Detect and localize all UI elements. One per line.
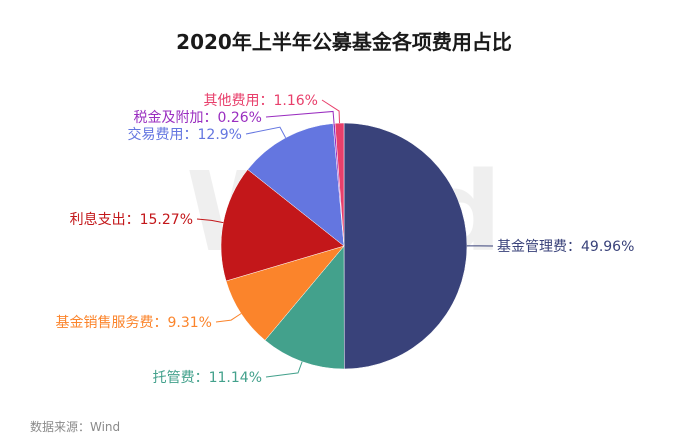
slice-label: 基金管理费：49.96% [497,238,634,255]
leader-line [321,99,341,124]
pie-slice [334,122,345,247]
leader-line [265,361,303,378]
slice-label: 基金销售服务费：9.31% [56,314,212,331]
slice-label: 交易费用：12.9% [128,126,242,143]
leader-line [196,218,224,224]
leader-line [215,313,242,323]
pie-slices [220,122,468,370]
chart-title: 2020年上半年公募基金各项费用占比 [176,30,512,54]
pie-slice [220,169,345,282]
pie-slice [247,123,345,247]
slice-label: 税金及附加：0.26% [134,110,262,126]
pie-labels: 基金管理费：49.96% 托管费：11.14% 基金销售服务费：9.31% 利息支出：… [56,93,635,386]
slice-label: 利息支出：15.27% [70,211,193,228]
slice-label: 托管费：11.14% [153,370,262,386]
leader-line [265,110,335,124]
source-note: 数据来源：Wind [30,419,120,434]
leader-line [245,126,287,138]
slice-label: 其他费用：1.16% [204,93,318,109]
